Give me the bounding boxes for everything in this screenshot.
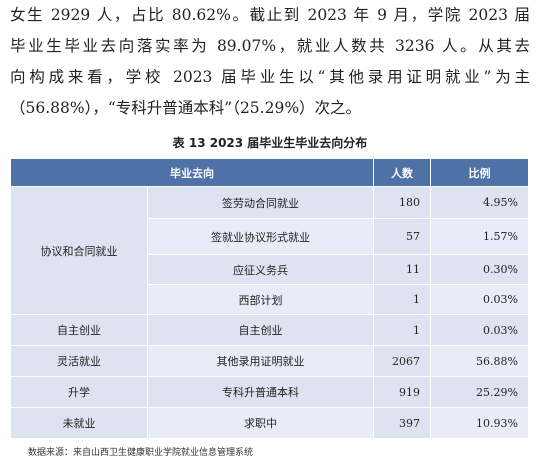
ratio-cell: 0.03% (430, 284, 529, 315)
group-cell: 灵活就业 (10, 345, 148, 377)
count-cell: 397 (373, 407, 431, 439)
ratio-cell: 25.29% (430, 376, 529, 408)
text-line: （56.88%），“专科升普通本科”（25.29%）次之。 (10, 99, 362, 117)
item-cell: 应征义务兵 (147, 254, 374, 285)
header-cell: 人数 (373, 158, 431, 187)
count-cell: 919 (373, 376, 431, 408)
group-cell: 协议和合同就业 (10, 186, 148, 315)
table-row: 协议和合同就业 签劳动合同就业 180 4.95% (10, 186, 529, 315)
ratio-cell: 10.93% (430, 407, 529, 439)
count-cell: 180 (373, 186, 431, 219)
paragraph: 女生 2929 人，占比 80.62%。截止到 2023 年 9 月，学院 20… (10, 0, 530, 124)
count-cell: 57 (373, 218, 431, 255)
item-cell: 自主创业 (147, 314, 374, 346)
item-cell: 签劳动合同就业 (147, 186, 374, 219)
count-cell: 2067 (373, 345, 431, 377)
table-row: 签就业协议形式就业 57 1.57% (11, 218, 529, 255)
text-line: 女生 2929 人，占比 80.62%。截止到 2023 年 9 月，学院 20… (10, 6, 530, 24)
text-line: 毕业生毕业去向落实率为 89.07%，就业人数共 3236 人。从其去 (10, 37, 530, 55)
item-cell: 签就业协议形式就业 (147, 218, 374, 255)
table: 毕业去向 人数 比例 协议和合同就业 签劳动合同就业 180 4.95% 签就业协议形式就业 5… (10, 158, 529, 439)
table-caption: 表 13 2023 届毕业生毕业去向分布 (172, 136, 368, 150)
count-cell: 1 (373, 284, 431, 315)
item-cell: 专科升普通本科 (147, 376, 374, 408)
ratio-cell: 1.57% (430, 218, 529, 255)
item-cell: 其他录用证明就业 (147, 345, 374, 377)
count-cell: 11 (373, 254, 431, 285)
table-row: 灵活就业 其他录用证明就业 2067 56.88% (10, 345, 529, 377)
table-row: 自主创业 自主创业 1 0.03% (10, 314, 529, 346)
header-row: 毕业去向 人数 比例 (10, 158, 529, 187)
ratio-cell: 0.30% (430, 254, 529, 285)
ratio-cell: 4.95% (430, 186, 529, 219)
ratio-cell: 56.88% (430, 345, 529, 377)
count-cell: 1 (373, 314, 431, 346)
text-line: 向构成来看，学校 2023 届毕业生以“其他录用证明就业”为主 (10, 68, 530, 86)
item-cell: 西部计划 (147, 284, 374, 315)
group-cell: 未就业 (10, 407, 148, 439)
table-row: 应征义务兵 11 0.30% (11, 254, 529, 285)
header-cell: 毕业去向 (10, 158, 374, 187)
group-cell: 升学 (10, 376, 148, 408)
item-cell: 求职中 (147, 407, 374, 439)
ratio-cell: 0.03% (430, 314, 529, 346)
header-cell: 比例 (430, 158, 529, 187)
table-row: 未就业 求职中 397 10.93% (10, 407, 529, 439)
group-cell: 自主创业 (10, 314, 148, 346)
table-row: 升学 专科升普通本科 919 25.29% (10, 376, 529, 408)
source-note: 数据来源：来自山西卫生健康职业学院就业信息管理系统 (28, 448, 254, 458)
